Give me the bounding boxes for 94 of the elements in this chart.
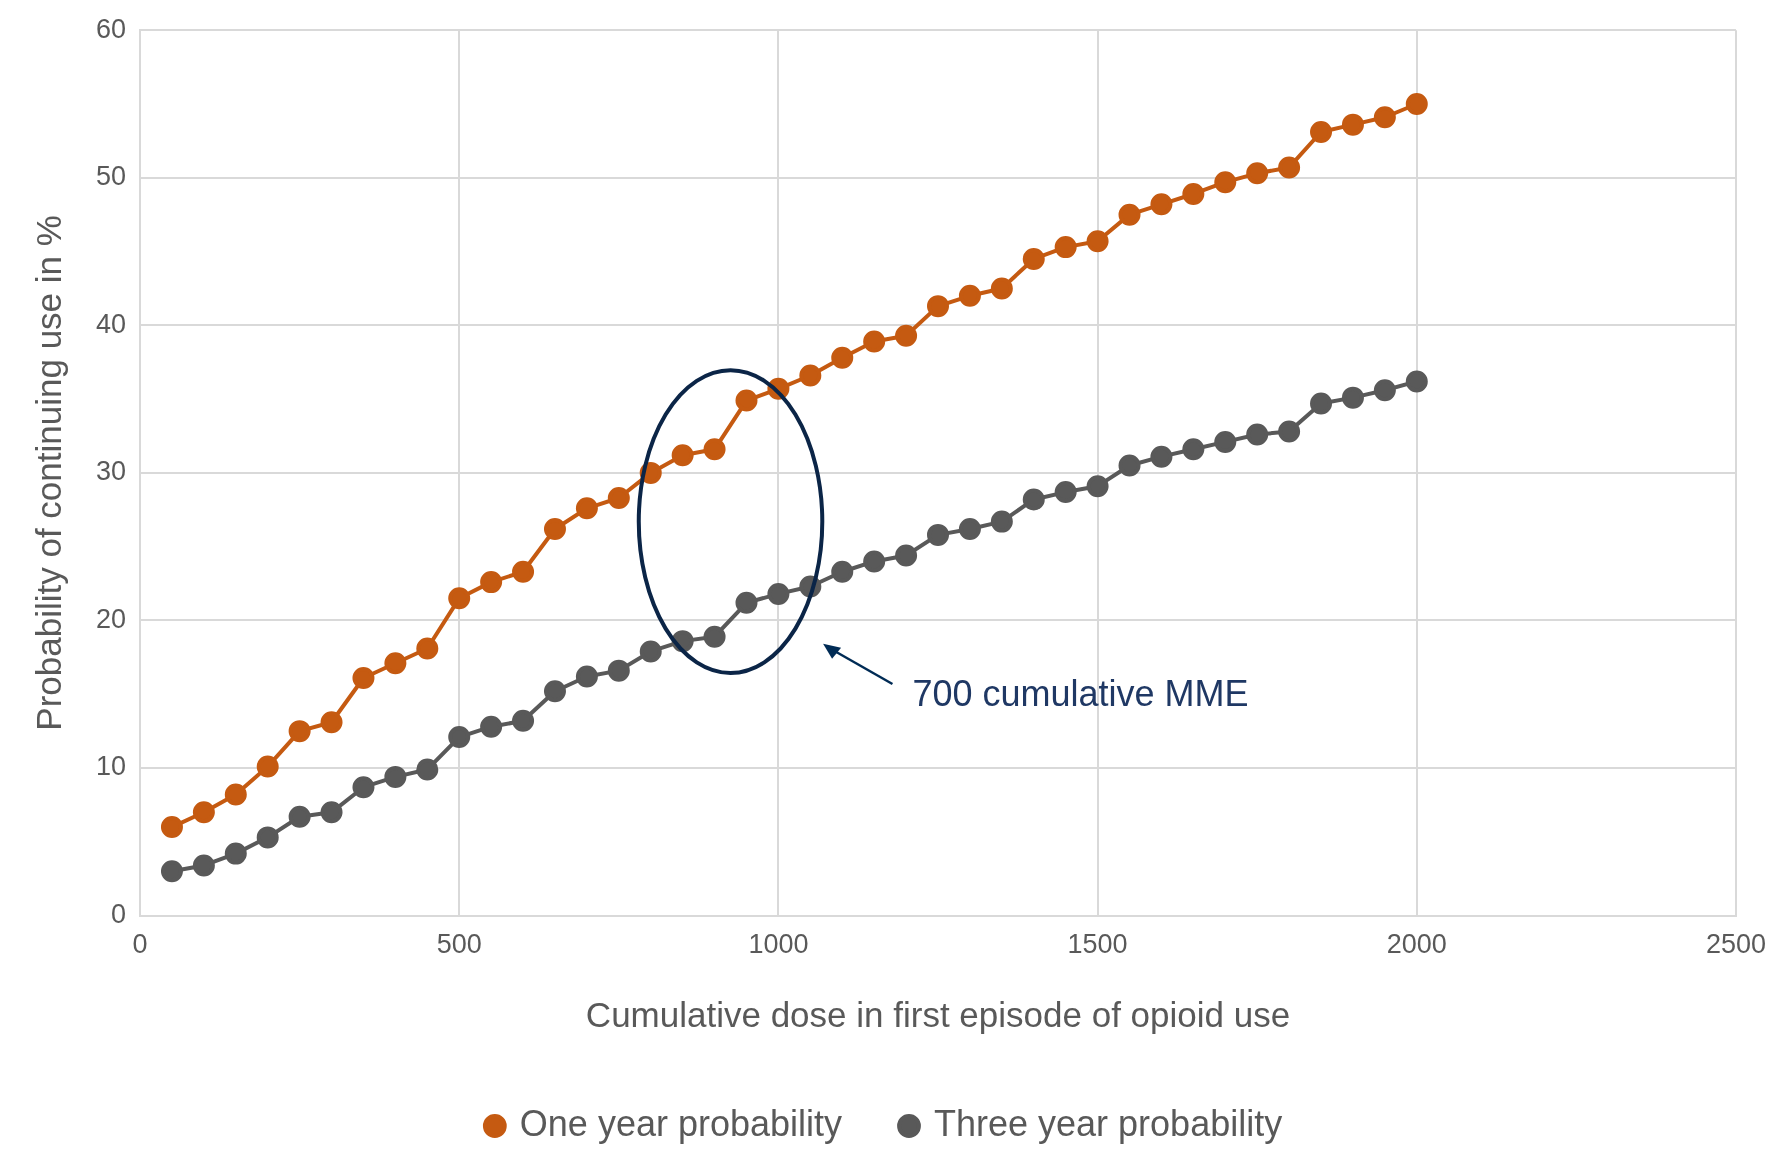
point bbox=[288, 805, 311, 828]
point bbox=[416, 637, 439, 660]
point bbox=[863, 550, 886, 573]
point bbox=[224, 783, 247, 806]
point bbox=[1310, 121, 1333, 144]
point bbox=[1214, 430, 1237, 453]
x-tick-label: 500 bbox=[436, 929, 482, 960]
point bbox=[1086, 230, 1109, 253]
point bbox=[224, 842, 247, 865]
point bbox=[256, 755, 279, 778]
point bbox=[512, 560, 535, 583]
x-tick-label: 1000 bbox=[748, 929, 809, 960]
point bbox=[831, 346, 854, 369]
point bbox=[1310, 392, 1333, 415]
y-tick-label: 10 bbox=[95, 751, 127, 782]
point bbox=[1118, 454, 1141, 477]
point bbox=[1022, 488, 1045, 511]
point bbox=[160, 816, 183, 839]
point bbox=[1022, 247, 1045, 270]
point bbox=[735, 389, 758, 412]
point bbox=[671, 444, 694, 467]
point bbox=[831, 560, 854, 583]
y-tick-label: 40 bbox=[95, 308, 127, 339]
point bbox=[1341, 386, 1364, 409]
point bbox=[1118, 203, 1141, 226]
point bbox=[895, 324, 918, 347]
point bbox=[1405, 370, 1428, 393]
point bbox=[320, 801, 343, 824]
point bbox=[1278, 420, 1301, 443]
point bbox=[1278, 156, 1301, 179]
point bbox=[543, 517, 566, 540]
legend-label: Three year probability bbox=[934, 1102, 1283, 1144]
point bbox=[160, 860, 183, 883]
x-tick-label: 1500 bbox=[1067, 929, 1128, 960]
point bbox=[575, 497, 598, 520]
point bbox=[1182, 438, 1205, 461]
point bbox=[607, 486, 630, 509]
point bbox=[1086, 475, 1109, 498]
point bbox=[735, 591, 758, 614]
x-tick-label: 0 bbox=[132, 929, 148, 960]
point bbox=[192, 854, 215, 877]
point bbox=[256, 826, 279, 849]
point bbox=[799, 364, 822, 387]
point bbox=[927, 523, 949, 546]
x-tick-label: 2000 bbox=[1386, 929, 1447, 960]
point bbox=[352, 667, 375, 690]
y-tick-label: 60 bbox=[95, 13, 127, 44]
point bbox=[288, 720, 311, 743]
point bbox=[352, 776, 375, 799]
point bbox=[1373, 106, 1396, 129]
point bbox=[1246, 162, 1269, 185]
x-tick-label: 2500 bbox=[1705, 929, 1767, 960]
y-tick-label: 30 bbox=[95, 456, 127, 487]
point bbox=[384, 652, 407, 675]
point bbox=[543, 680, 566, 703]
point bbox=[607, 659, 630, 682]
legend-label: One year probability bbox=[519, 1102, 842, 1144]
point bbox=[575, 665, 598, 688]
point bbox=[1054, 236, 1077, 259]
point bbox=[863, 330, 886, 353]
y-axis-title: Probability of continuing use in % bbox=[28, 215, 68, 731]
point bbox=[1373, 379, 1396, 402]
point bbox=[512, 709, 535, 732]
point bbox=[320, 711, 343, 734]
point bbox=[448, 587, 471, 610]
y-tick-label: 20 bbox=[95, 603, 127, 634]
point bbox=[958, 517, 981, 540]
point bbox=[1054, 481, 1077, 504]
point bbox=[927, 295, 949, 318]
annotation: 700 cumulative MME bbox=[912, 672, 1249, 714]
point bbox=[192, 801, 215, 824]
point bbox=[703, 438, 726, 461]
point bbox=[703, 625, 726, 648]
point bbox=[990, 510, 1013, 533]
point bbox=[416, 758, 439, 781]
point bbox=[895, 544, 918, 567]
point bbox=[1182, 183, 1205, 205]
point bbox=[990, 277, 1013, 300]
point bbox=[1341, 113, 1364, 136]
point bbox=[767, 582, 790, 605]
point bbox=[1214, 171, 1237, 194]
point bbox=[384, 765, 407, 788]
point bbox=[1150, 445, 1173, 468]
point bbox=[639, 640, 662, 663]
y-tick-label: 0 bbox=[111, 899, 127, 930]
point bbox=[1150, 193, 1173, 216]
point bbox=[1246, 423, 1269, 446]
point bbox=[1405, 92, 1428, 115]
point bbox=[480, 571, 503, 594]
point bbox=[480, 715, 503, 738]
x-axis-title: Cumulative dose in first episode of opioid use bbox=[585, 994, 1291, 1034]
point bbox=[448, 726, 471, 749]
point bbox=[958, 284, 981, 307]
y-tick-label: 50 bbox=[95, 161, 127, 192]
